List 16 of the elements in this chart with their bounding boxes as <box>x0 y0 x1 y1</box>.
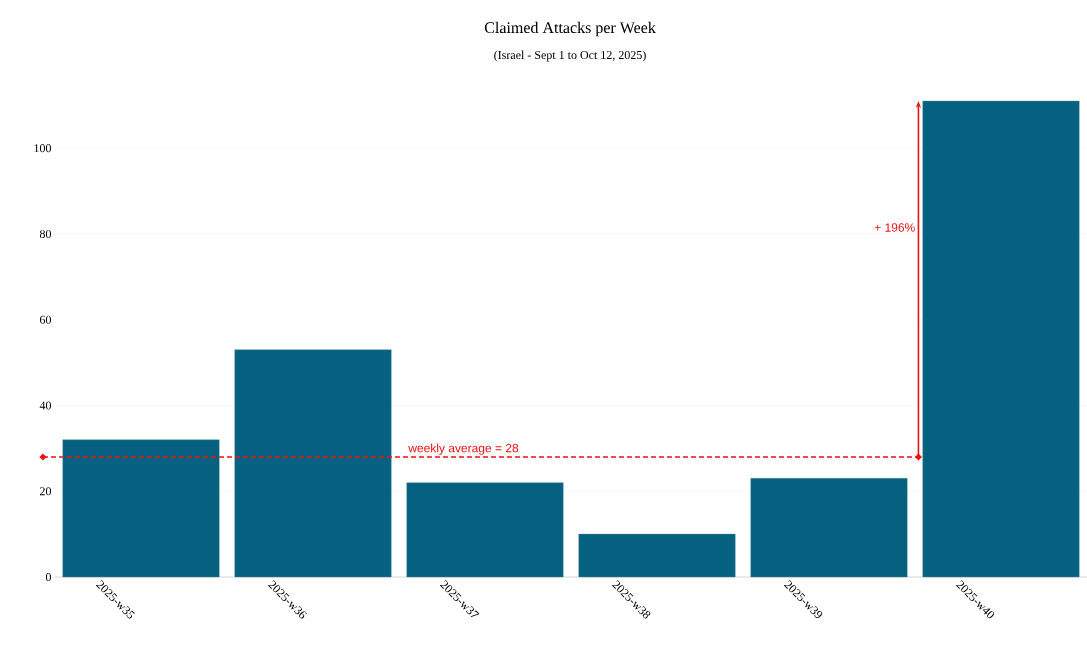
y-tick-label: 40 <box>39 401 51 410</box>
bar <box>750 478 908 578</box>
y-tick-label: 0 <box>45 572 51 582</box>
chart-title: Claimed Attacks per Week <box>484 21 656 37</box>
bar <box>578 533 736 578</box>
y-tick-label: 80 <box>39 229 51 238</box>
y-tick-label: 100 <box>34 144 51 153</box>
bar <box>62 439 220 578</box>
ref-line-label: weekly average = 28 <box>408 443 519 455</box>
bar <box>234 349 392 578</box>
chart-subtitle: (Israel - Sept 1 to Oct 12, 2025) <box>494 50 646 62</box>
y-tick-label: 60 <box>39 315 51 324</box>
bar <box>922 100 1080 578</box>
annotation: + 196% <box>874 223 915 232</box>
bar <box>406 482 564 578</box>
y-tick-label: 20 <box>40 487 51 496</box>
